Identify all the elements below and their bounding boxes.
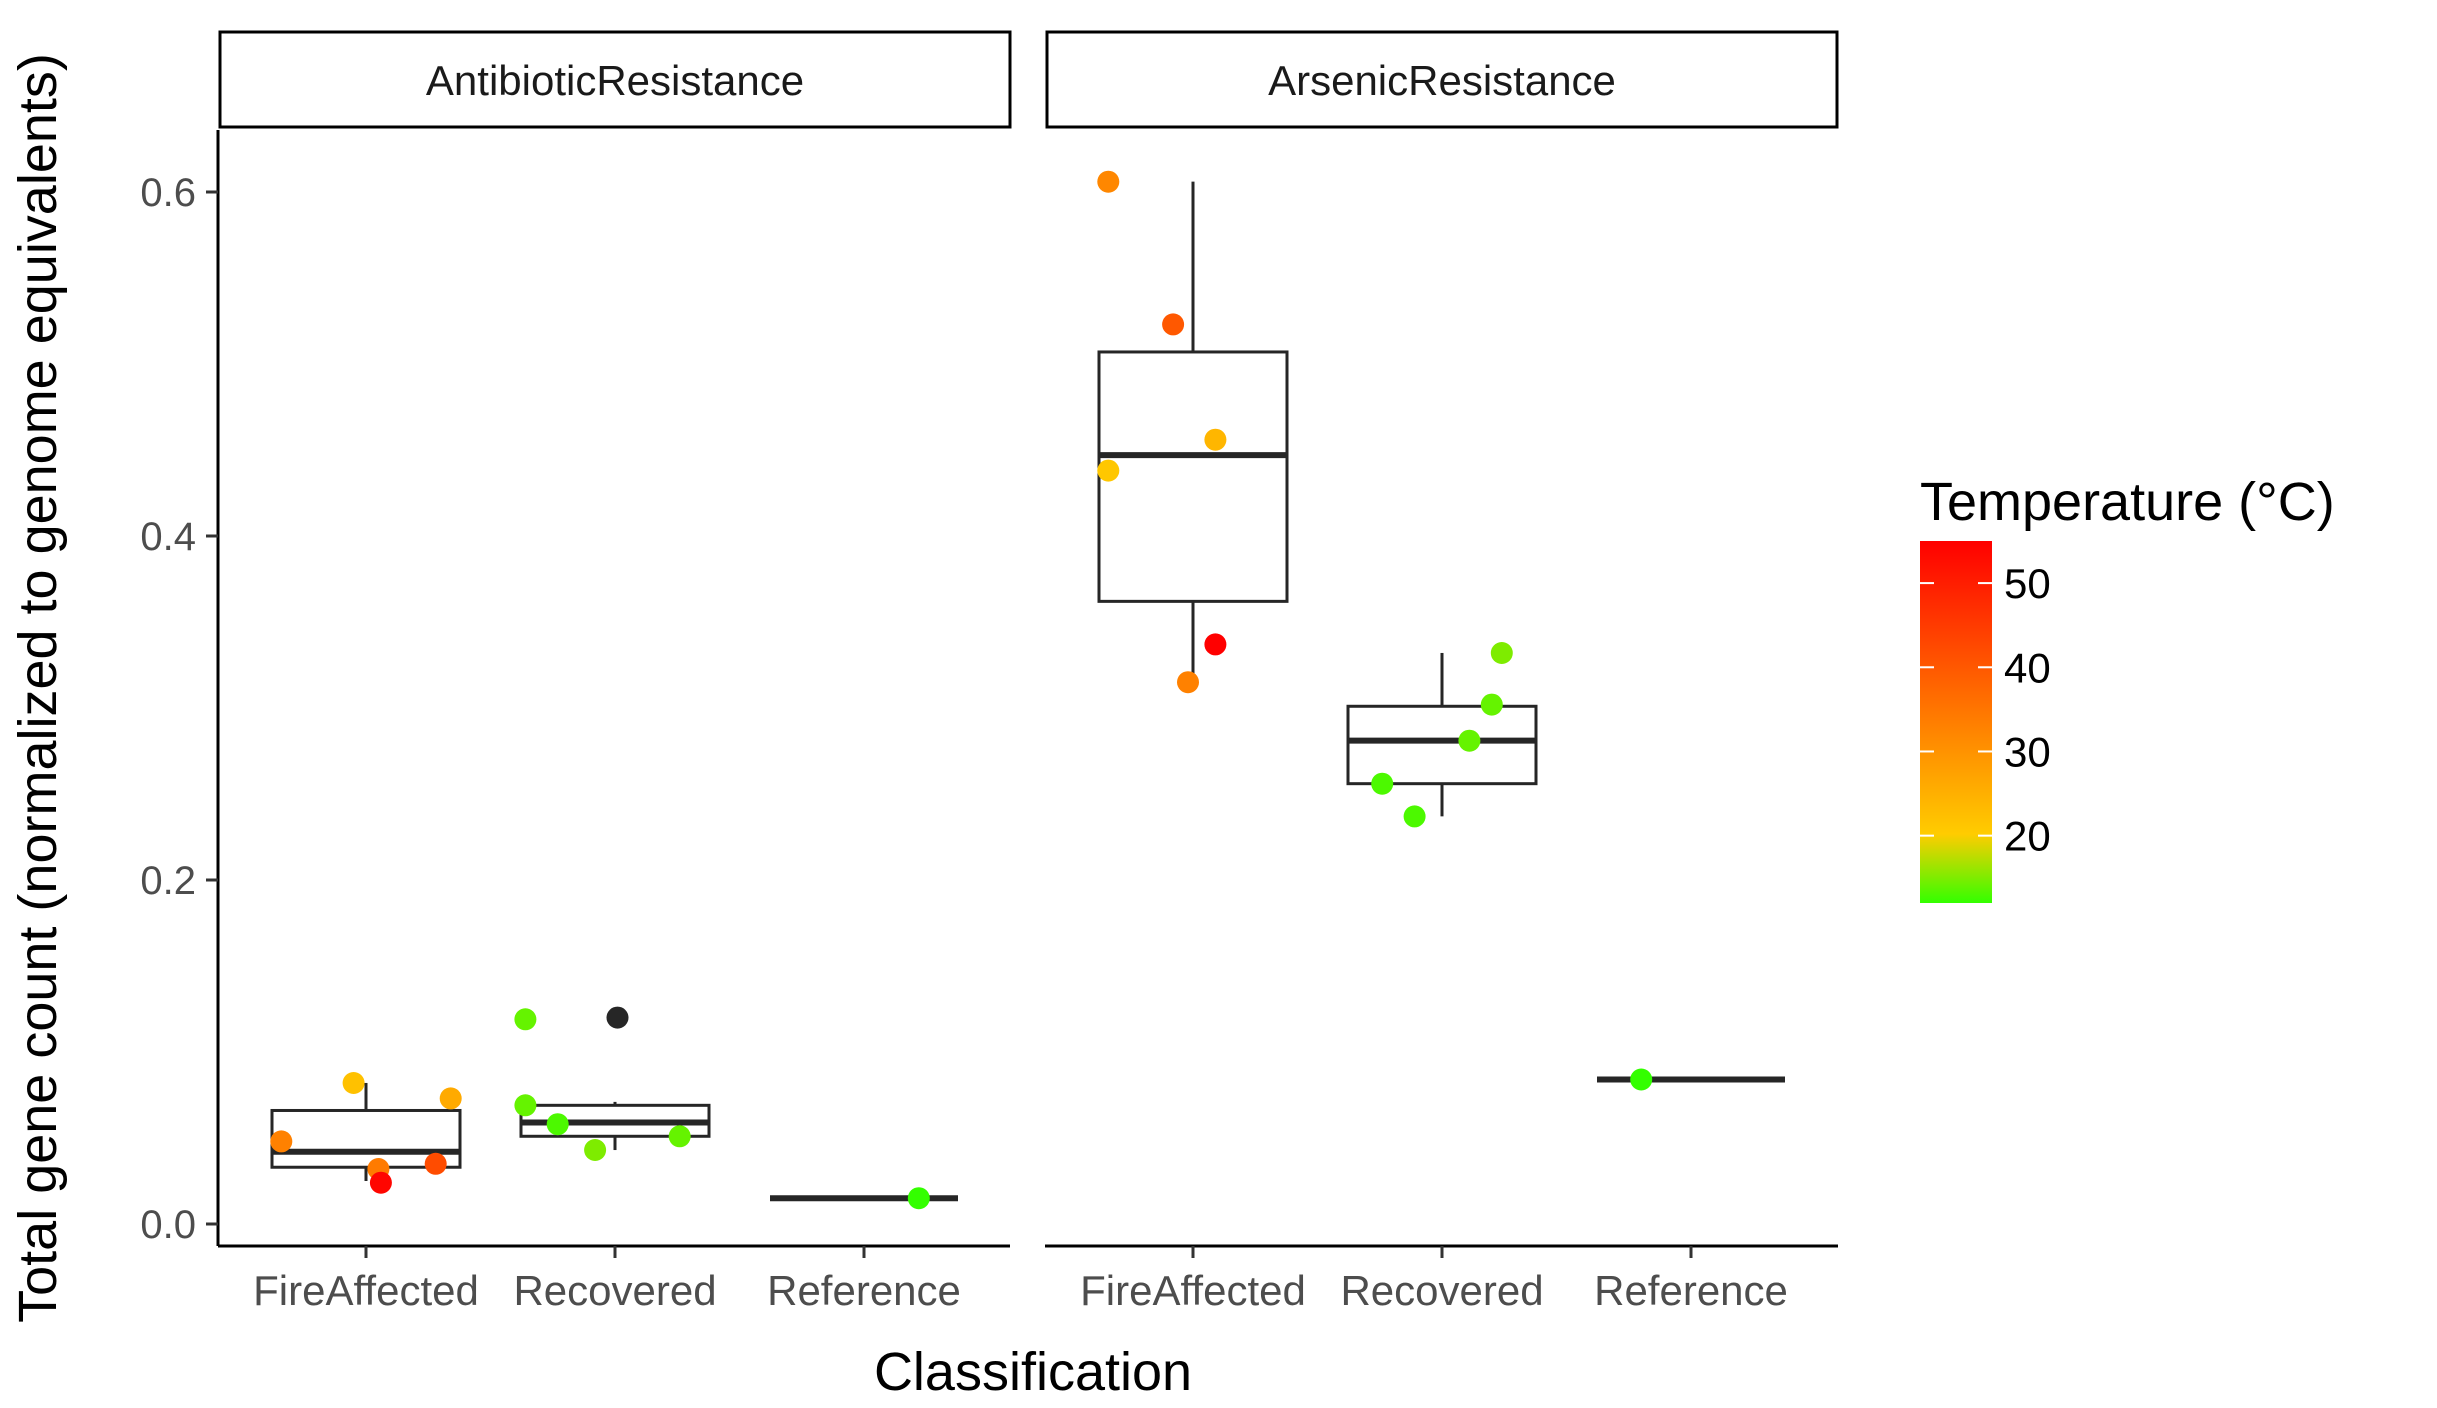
data-point: [369, 1171, 392, 1194]
x-axis-ticks: FireAffected Recovered Reference FireAff…: [253, 1246, 1788, 1314]
data-point: [584, 1139, 607, 1161]
data-point: [1480, 693, 1503, 716]
y-axis-title: Total gene count (normalized to genome e…: [8, 53, 68, 1323]
x-tick-label-antibiotic-reference: Reference: [767, 1267, 961, 1314]
data-point: [1403, 805, 1426, 828]
data-point: [606, 1006, 629, 1029]
panel-axes: [216, 130, 1838, 1248]
data-point: [424, 1152, 447, 1175]
box-arsenic-fireaffected: [1097, 181, 1289, 683]
y-tick-label-3: 0.6: [140, 171, 196, 215]
legend-ticks: 20 30 40 50: [1920, 560, 2051, 860]
facet-label-antibiotic: AntibioticResistance: [426, 57, 804, 104]
legend-title: Temperature (°C): [1920, 472, 2335, 532]
legend: Temperature (°C) 20 30 40 50: [1920, 472, 2335, 903]
box-layer: [270, 181, 1785, 1202]
x-tick-label-arsenic-recovered: Recovered: [1340, 1267, 1543, 1314]
box-arsenic-recovered: [1346, 652, 1538, 817]
facet-strip-antibiotic: AntibioticResistance: [218, 30, 1012, 129]
legend-colorbar: [1920, 541, 1992, 903]
data-point: [439, 1087, 462, 1110]
box-body-arsenic-recovered: [1346, 704, 1538, 786]
facet-strip-arsenic: ArsenicResistance: [1045, 30, 1839, 129]
box-body-arsenic-fireaffected: [1097, 350, 1289, 603]
data-point: [668, 1125, 691, 1148]
data-point: [1630, 1068, 1653, 1091]
legend-tick-label: 20: [2004, 813, 2051, 860]
data-point: [1204, 428, 1227, 451]
legend-tick-label: 30: [2004, 728, 2051, 775]
legend-tick-label: 40: [2004, 644, 2051, 691]
data-point: [1458, 729, 1481, 752]
data-point: [1204, 633, 1227, 656]
x-tick-label-arsenic-fireaffected: FireAffected: [1080, 1267, 1306, 1314]
data-point: [1097, 170, 1120, 193]
data-point: [546, 1113, 569, 1136]
x-tick-label-arsenic-reference: Reference: [1594, 1267, 1788, 1314]
data-point: [1371, 772, 1394, 795]
data-point: [514, 1094, 537, 1117]
data-point: [342, 1072, 365, 1094]
point-layer: [270, 170, 1653, 1210]
legend-tick-label: 50: [2004, 560, 2051, 607]
y-axis-ticks: 0.0 0.2 0.4 0.6: [140, 171, 218, 1247]
y-tick-label-0: 0.0: [140, 1203, 196, 1247]
facet-strips: AntibioticResistance ArsenicResistance: [218, 30, 1839, 129]
data-point: [907, 1187, 930, 1210]
data-point: [1097, 459, 1120, 482]
x-axis-title: Classification: [874, 1342, 1192, 1402]
data-point: [1490, 642, 1513, 664]
x-tick-label-antibiotic-fireaffected: FireAffected: [253, 1267, 479, 1314]
data-point: [270, 1130, 293, 1153]
y-tick-label-2: 0.4: [140, 515, 196, 559]
facet-label-arsenic: ArsenicResistance: [1268, 57, 1616, 104]
data-point: [1177, 671, 1199, 694]
data-point: [1162, 313, 1185, 336]
y-tick-label-1: 0.2: [140, 859, 196, 903]
data-point: [514, 1008, 537, 1031]
x-tick-label-antibiotic-recovered: Recovered: [513, 1267, 716, 1314]
